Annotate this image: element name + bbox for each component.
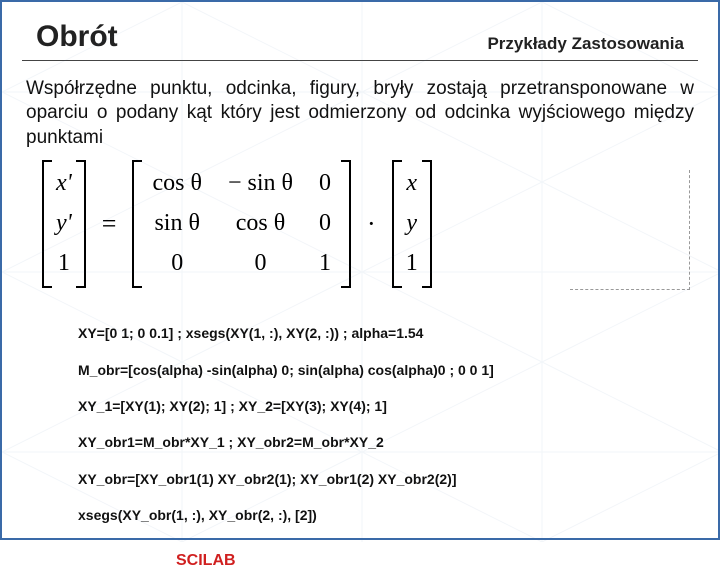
lhs-vector: x' y' 1 [42,160,86,288]
code-line: XY=[0 1; 0 0.1] ; xsegs(XY(1, :), XY(2, … [78,324,694,342]
rotation-matrix: cos θ − sin θ 0 sin θ cos θ 0 0 0 1 [132,160,351,288]
description-paragraph: Współrzędne punktu, odcinka, figury, bry… [26,77,694,150]
slide-body: Współrzędne punktu, odcinka, figury, bry… [2,71,718,570]
slide-header: Obrót Przykłady Zastosowania [2,2,718,60]
scilab-code: XY=[0 1; 0 0.1] ; xsegs(XY(1, :), XY(2, … [78,306,694,542]
rhs-vector: x y 1 [392,160,432,288]
code-line: xsegs(XY_obr(1, :), XY_obr(2, :), [2]) [78,506,694,524]
code-line: XY_obr1=M_obr*XY_1 ; XY_obr2=M_obr*XY_2 [78,433,694,451]
code-line: XY_1=[XY(1); XY(2); 1] ; XY_2=[XY(3); XY… [78,397,694,415]
dot-operator: · [361,209,382,239]
scilab-label: SCILAB [176,552,694,570]
equals-sign: = [96,209,123,239]
code-line: M_obr=[cos(alpha) -sin(alpha) 0; sin(alp… [78,361,694,379]
slide-title: Obrót [36,20,118,54]
rotation-diagram [570,170,690,290]
slide-subtitle: Przykłady Zastosowania [487,34,684,54]
header-divider [22,60,698,61]
code-line: XY_obr=[XY_obr1(1) XY_obr2(1); XY_obr1(2… [78,470,694,488]
